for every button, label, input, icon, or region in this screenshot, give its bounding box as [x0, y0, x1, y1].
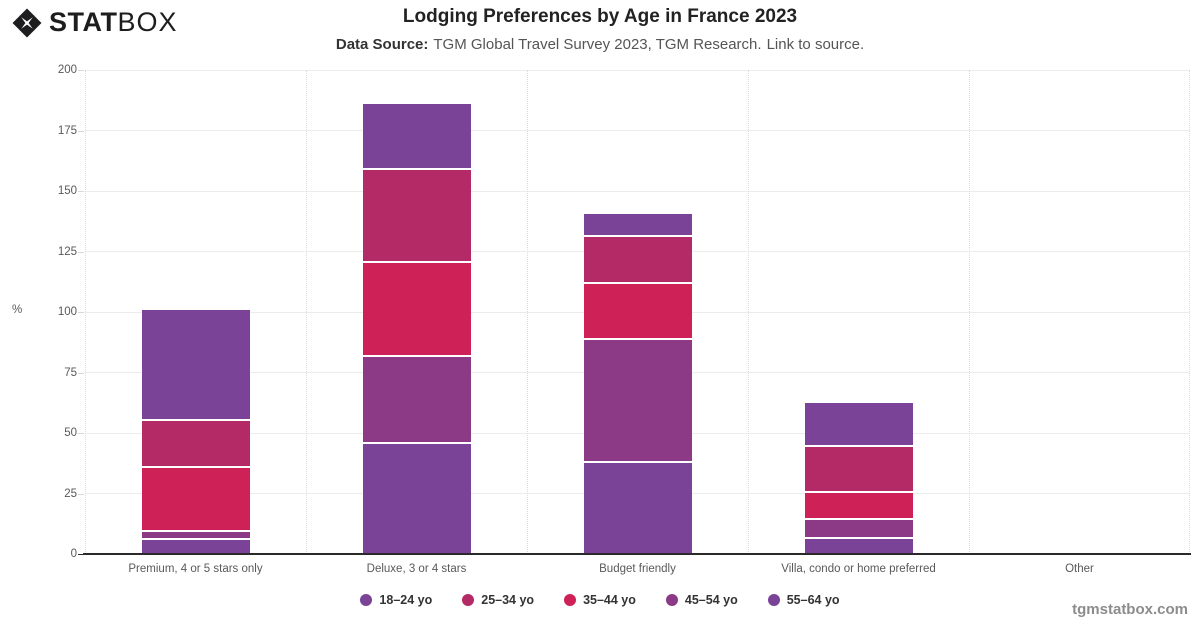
bar-segment-18–24-yo[interactable]: [141, 309, 250, 419]
y-tick-label: 175: [57, 124, 77, 137]
bar-segment-25–34-yo[interactable]: [141, 418, 250, 466]
bar-segment-25–34-yo[interactable]: [804, 445, 913, 492]
y-tick-label: 25: [64, 487, 77, 500]
y-tick-mark: [78, 70, 84, 71]
legend-item-35–44-yo[interactable]: 35–44 yo: [564, 593, 636, 607]
y-tick-label: 125: [57, 245, 77, 258]
source-link[interactable]: Link to source.: [766, 36, 865, 53]
x-gridline: [527, 70, 528, 554]
x-category-label: Deluxe, 3 or 4 stars: [366, 563, 467, 575]
y-tick-label: 75: [64, 366, 77, 379]
bar-segment-18–24-yo[interactable]: [362, 104, 471, 169]
x-category-label: Budget friendly: [599, 563, 676, 575]
bar-segment-35–44-yo[interactable]: [362, 261, 471, 355]
bar-segment-35–44-yo[interactable]: [141, 465, 250, 530]
y-gridline: [85, 69, 1190, 71]
y-tick-label: 100: [57, 306, 77, 318]
diamond-logo-icon: [12, 8, 42, 37]
logo-box-text: BOX: [117, 7, 178, 37]
y-tick-mark: [78, 251, 84, 253]
bar-segment-55–64-yo[interactable]: [141, 538, 250, 553]
logo-wordmark: STATBOX: [49, 7, 178, 38]
y-tick-label: 200: [57, 64, 77, 76]
bar-segment-45–54-yo[interactable]: [141, 530, 250, 539]
bar-segment-45–54-yo[interactable]: [362, 354, 471, 442]
data-source-label: Data Source:: [335, 36, 429, 53]
stacked-bar[interactable]: [804, 402, 913, 553]
stacked-bar[interactable]: [583, 214, 692, 553]
data-source-text: TGM Global Travel Survey 2023, TGM Resea…: [433, 36, 762, 53]
bar-segment-35–44-yo[interactable]: [583, 281, 692, 338]
y-tick-mark: [78, 554, 84, 555]
bar-segment-55–64-yo[interactable]: [362, 441, 471, 553]
y-tick-label: 50: [64, 427, 77, 439]
x-gridline: [85, 70, 86, 554]
bar-segment-55–64-yo[interactable]: [583, 461, 692, 553]
stacked-bar[interactable]: [362, 104, 471, 553]
logo-stat-text: STAT: [49, 7, 118, 37]
y-gridline: [85, 130, 1190, 131]
legend-dot-icon: [767, 594, 780, 606]
bar-segment-18–24-yo[interactable]: [804, 402, 913, 446]
legend-item-label: 45–54 yo: [684, 593, 738, 607]
y-tick-label: 0: [70, 548, 77, 560]
legend-item-label: 55–64 yo: [786, 593, 840, 607]
chart-subtitle: Data Source: TGM Global Travel Survey 202…: [0, 36, 1200, 53]
legend-item-45–54-yo[interactable]: 45–54 yo: [665, 593, 738, 607]
x-axis-line: [83, 553, 1191, 555]
legend-dot-icon: [665, 594, 678, 606]
y-tick-label: 150: [57, 185, 77, 197]
y-axis-title: %: [12, 304, 23, 316]
legend-item-label: 35–44 yo: [583, 593, 636, 607]
legend-dot-icon: [360, 594, 373, 606]
x-gridline: [1189, 70, 1190, 554]
legend-dot-icon: [462, 594, 475, 606]
bar-segment-55–64-yo[interactable]: [804, 537, 913, 553]
plot-area: [85, 69, 1190, 554]
x-gridline: [748, 70, 749, 554]
bar-segment-45–54-yo[interactable]: [583, 337, 692, 462]
y-tick-mark: [78, 191, 84, 192]
legend-item-25–34-yo[interactable]: 25–34 yo: [462, 593, 534, 607]
x-category-label: Villa, condo or home preferred: [781, 563, 936, 575]
y-gridline: [85, 190, 1190, 192]
legend-item-label: 18–24 yo: [379, 593, 433, 607]
bar-segment-35–44-yo[interactable]: [804, 491, 913, 518]
x-category-label: Other: [1065, 563, 1094, 575]
bar-segment-18–24-yo[interactable]: [583, 214, 692, 235]
y-tick-mark: [78, 493, 84, 495]
y-tick-mark: [78, 372, 84, 374]
x-gridline: [306, 70, 307, 554]
bar-segment-25–34-yo[interactable]: [362, 168, 471, 262]
y-tick-mark: [78, 312, 84, 313]
x-category-label: Premium, 4 or 5 stars only: [128, 563, 263, 575]
statbox-logo: STATBOX: [12, 7, 178, 38]
watermark-link[interactable]: tgmstatbox.com: [1072, 601, 1188, 618]
x-gridline: [969, 70, 970, 554]
chart-legend: 18–24 yo 25–34 yo 35–44 yo 45–54 yo 55–64 yo: [0, 593, 1200, 607]
y-tick-mark: [78, 130, 84, 132]
chart-title: Lodging Preferences by Age in France 202…: [402, 6, 798, 27]
bar-segment-25–34-yo[interactable]: [583, 234, 692, 282]
legend-item-18–24-yo[interactable]: 18–24 yo: [360, 593, 432, 607]
y-tick-mark: [78, 433, 84, 434]
legend-item-55–64-yo[interactable]: 55–64 yo: [767, 593, 840, 607]
legend-item-label: 25–34 yo: [481, 593, 535, 607]
legend-dot-icon: [564, 594, 577, 606]
bar-segment-45–54-yo[interactable]: [804, 517, 913, 538]
stacked-bar[interactable]: [141, 309, 250, 553]
